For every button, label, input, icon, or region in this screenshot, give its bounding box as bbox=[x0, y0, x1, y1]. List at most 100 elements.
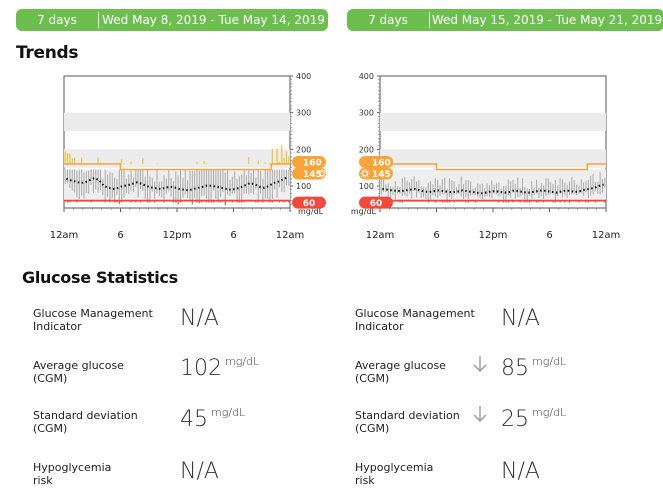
grid-band bbox=[380, 112, 606, 131]
x-tick-label: 6 bbox=[433, 230, 439, 241]
y-tick-label: 400 bbox=[296, 72, 311, 81]
chart-targets bbox=[380, 163, 606, 202]
stat-label-hypoglycemia-risk: Hypoglycemia risk bbox=[33, 461, 111, 487]
x-tick-label: 12am bbox=[366, 230, 395, 241]
stat-label-line: Standard deviation bbox=[33, 409, 138, 422]
high-target-line bbox=[380, 163, 606, 171]
down-arrow-icon bbox=[471, 404, 489, 429]
stat-number: 45 bbox=[180, 407, 208, 432]
stat-label-standard-deviation: Standard deviation (CGM) bbox=[355, 409, 460, 435]
stat-unit: mg/dL bbox=[532, 406, 567, 419]
range-divider bbox=[98, 12, 99, 28]
trends-title: Trends bbox=[16, 43, 79, 63]
stat-label-line: Glucose Management bbox=[33, 307, 153, 320]
median-line bbox=[65, 176, 289, 192]
stat-number: 25 bbox=[501, 407, 529, 432]
y-unit-label: mg/dL bbox=[351, 207, 377, 216]
day-target-badge: 145 bbox=[292, 167, 327, 180]
target-range-band bbox=[64, 169, 290, 201]
glucose-statistics-title: Glucose Statistics bbox=[22, 268, 178, 287]
y-tick-label: 200 bbox=[296, 145, 311, 154]
sun-core bbox=[362, 170, 369, 177]
stat-value-hypoglycemia-left: N/A bbox=[180, 459, 219, 484]
stat-label-average-glucose: Average glucose (CGM) bbox=[33, 359, 124, 385]
stat-label-line: Standard deviation bbox=[355, 409, 460, 422]
sun-ray bbox=[318, 175, 320, 178]
y-tick-label: 100 bbox=[359, 182, 374, 191]
stat-unit: mg/dL bbox=[532, 355, 567, 368]
sun-ray bbox=[367, 169, 369, 172]
chart-axes: 400 300 200 100 mg/dL 12am 6 12pm 6 12am bbox=[50, 72, 324, 241]
stat-unit: mg/dL bbox=[211, 406, 246, 419]
badge-label: 160 bbox=[303, 159, 322, 169]
stat-value-average-glucose-right: 85 mg/dL bbox=[501, 355, 567, 381]
stat-label-line: (CGM) bbox=[355, 422, 390, 435]
date-range-right[interactable]: 7 days Wed May 15, 2019 - Tue May 21, 20… bbox=[347, 9, 663, 31]
x-tick-label: 6 bbox=[546, 230, 552, 241]
range-days-label: 7 days bbox=[368, 13, 408, 27]
sun-ray bbox=[324, 175, 326, 178]
badge-bg bbox=[359, 156, 393, 168]
down-arrow-icon bbox=[471, 354, 489, 379]
range-days-label: 7 days bbox=[37, 13, 77, 27]
grid-band bbox=[64, 112, 290, 131]
stat-label-gmi: Glucose Management Indicator bbox=[355, 307, 475, 333]
chart-median bbox=[382, 183, 604, 195]
stat-label-line: Indicator bbox=[33, 320, 82, 333]
sun-icon bbox=[317, 168, 327, 179]
badge-bg bbox=[292, 196, 326, 209]
night-target-badge: 160 bbox=[292, 156, 326, 169]
y-tick-label: 100 bbox=[296, 182, 311, 191]
badge-label: 60 bbox=[370, 199, 383, 209]
x-tick-label: 12pm bbox=[163, 230, 192, 241]
y-tick-label: 200 bbox=[359, 145, 374, 154]
stat-value-hypoglycemia-right: N/A bbox=[501, 459, 540, 484]
y-tick-label: 400 bbox=[359, 72, 374, 81]
x-tick-label: 12am bbox=[592, 230, 621, 241]
badge-bg bbox=[292, 167, 326, 180]
stat-label-gmi: Glucose Management Indicator bbox=[33, 307, 153, 333]
stat-label-line: Hypoglycemia bbox=[355, 461, 434, 474]
sun-ray bbox=[361, 169, 363, 172]
stat-label-line: (CGM) bbox=[355, 372, 390, 385]
chart-axes: 400 300 200 100 mg/dL 12am 6 12pm 6 12am bbox=[351, 72, 620, 241]
stat-number: N/A bbox=[501, 459, 540, 484]
badge-label: 145 bbox=[303, 170, 322, 180]
target-range-band bbox=[380, 169, 606, 201]
badge-bg bbox=[359, 196, 393, 209]
stat-label-line: Hypoglycemia bbox=[33, 461, 112, 474]
grid-band bbox=[64, 149, 290, 168]
stat-label-hypoglycemia-risk: Hypoglycemia risk bbox=[355, 461, 433, 487]
stat-label-line: Glucose Management bbox=[355, 307, 475, 320]
date-range-left[interactable]: 7 days Wed May 8, 2019 - Tue May 14, 201… bbox=[16, 9, 328, 31]
stat-label-line: (CGM) bbox=[33, 422, 68, 435]
chart-bands bbox=[63, 75, 291, 209]
x-tick-label: 6 bbox=[117, 230, 123, 241]
stat-label-line: Average glucose bbox=[33, 359, 124, 372]
x-tick-label: 12pm bbox=[479, 230, 508, 241]
sun-icon bbox=[360, 168, 370, 179]
stat-number: N/A bbox=[501, 306, 540, 331]
range-dates-label: Wed May 8, 2019 - Tue May 14, 2019 bbox=[102, 13, 325, 27]
x-tick-label: 6 bbox=[230, 230, 236, 241]
stat-number: N/A bbox=[180, 459, 219, 484]
stat-value-average-glucose-left: 102 mg/dL bbox=[180, 355, 259, 381]
sun-ray bbox=[361, 175, 363, 178]
stat-number: N/A bbox=[180, 306, 219, 331]
badge-label: 160 bbox=[372, 159, 391, 169]
y-unit-label: mg/dL bbox=[298, 207, 324, 216]
badge-label: 145 bbox=[372, 170, 391, 180]
stat-label-standard-deviation: Standard deviation (CGM) bbox=[33, 409, 138, 435]
median-line bbox=[382, 183, 604, 195]
badge-label: 60 bbox=[303, 199, 316, 209]
sun-core bbox=[319, 170, 326, 177]
range-dates-label: Wed May 15, 2019 - Tue May 21, 2019 bbox=[431, 13, 663, 27]
y-tick-label: 300 bbox=[359, 109, 374, 118]
stat-label-average-glucose: Average glucose (CGM) bbox=[355, 359, 446, 385]
sun-ray bbox=[318, 169, 320, 172]
high-target-line bbox=[64, 163, 290, 171]
stat-value-standard-deviation-right: 25 mg/dL bbox=[501, 406, 567, 432]
x-tick-label: 12am bbox=[276, 230, 305, 241]
